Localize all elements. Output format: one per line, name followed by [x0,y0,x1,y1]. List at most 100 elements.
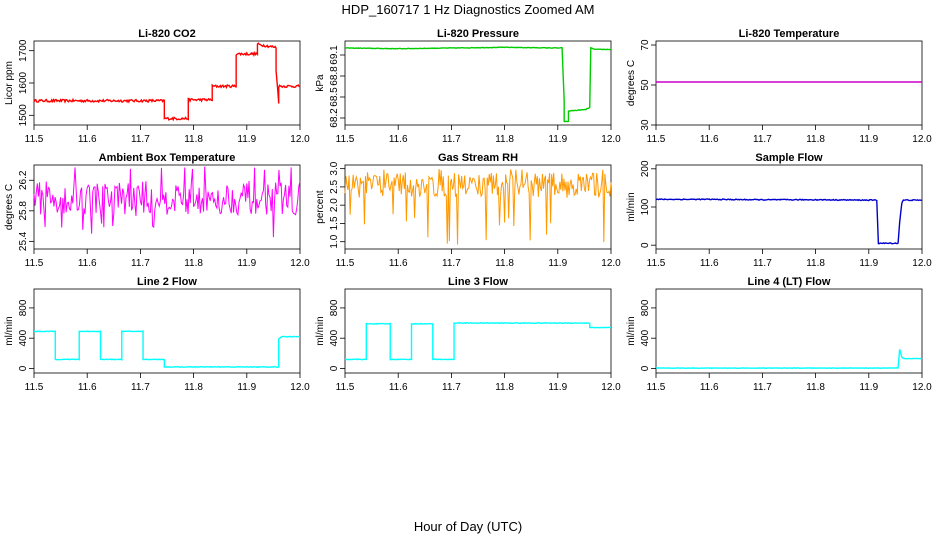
x-tick-label: 11.8 [495,258,514,269]
x-tick-label: 11.7 [753,134,772,145]
x-tick-label: 12.0 [912,258,932,269]
plot-frame [344,288,612,374]
x-tick-label: 12.0 [601,134,621,145]
y-tick-label: 26.2 [18,170,29,190]
x-tick-label: 12.0 [601,382,621,393]
y-axis-label: ml/min [315,316,326,345]
panel-title: Gas Stream RH [438,152,518,164]
y-axis-label: ml/min [626,192,637,221]
x-tick-label: 12.0 [290,134,310,145]
y-tick-label: 30 [640,119,651,131]
y-axis-label: Licor ppm [4,61,15,105]
x-tick-label: 11.9 [237,134,256,145]
y-tick-label: 1.0 [329,234,340,248]
x-tick-label: 11.9 [548,134,567,145]
plot-frame [344,164,612,250]
panel-6: Line 2 Flow 11.5 11.6 11.7 11.8 11.9 12.0 0 400 8… [4,276,310,393]
y-tick-label: 200 [640,160,651,177]
x-tick-label: 11.5 [336,258,355,269]
x-tick-label: 11.9 [859,134,878,145]
x-tick-label: 12.0 [290,382,310,393]
x-tick-label: 11.9 [237,258,256,269]
x-tick-label: 11.5 [25,258,44,269]
figure-title: HDP_160717 1 Hz Diagnostics Zoomed AM [342,2,595,17]
plot-frame [655,164,923,250]
x-tick-label: 11.6 [78,258,97,269]
y-axis-label: ml/min [626,316,637,345]
x-tick-label: 11.6 [700,134,719,145]
y-tick-label: 400 [18,329,29,346]
series-line [33,42,301,122]
panel-title: Li-820 Temperature [739,28,840,40]
y-tick-label: 2.5 [329,180,340,194]
series-line [33,166,301,238]
y-tick-label: 25.4 [18,231,29,251]
panel-1: Li-820 Pressure 11.5 11.6 11.7 11.8 11.9 12.0 6… [315,28,621,145]
x-tick-label: 11.8 [806,134,825,145]
panel-title: Ambient Box Temperature [99,152,236,164]
x-tick-label: 11.7 [442,134,461,145]
panel-2: Li-820 Temperature 11.5 11.6 11.7 11.8 11.9 12… [626,28,932,145]
x-tick-label: 11.7 [442,382,461,393]
y-tick-label: 2.0 [329,198,340,212]
x-tick-label: 11.7 [131,134,150,145]
panel-title: Line 2 Flow [137,276,197,288]
panel-5: Sample Flow 11.5 11.6 11.7 11.8 11.9 12.0 0 100 2… [626,152,932,269]
panel-3: Ambient Box Temperature 11.5 11.6 11.7 11.8 1… [4,152,310,269]
x-tick-label: 12.0 [601,258,621,269]
y-tick-label: 68.5 [329,87,340,107]
panel-0: Li-820 CO2 11.5 11.6 11.7 11.8 11.9 12.0 1500 16… [4,28,310,145]
series-line [655,198,923,245]
y-tick-label: 70 [640,39,651,51]
x-tick-label: 11.7 [442,258,461,269]
x-tick-label: 11.5 [647,382,666,393]
series-line [655,349,923,370]
x-tick-label: 11.7 [753,258,772,269]
y-tick-label: 400 [329,329,340,346]
y-tick-label: 100 [640,198,651,215]
x-tick-label: 11.7 [753,382,772,393]
y-tick-label: 0 [18,365,29,371]
x-tick-label: 11.5 [25,134,44,145]
x-tick-label: 11.6 [78,382,97,393]
x-tick-label: 11.8 [184,134,203,145]
x-tick-label: 11.8 [495,382,514,393]
panel-title: Li-820 Pressure [437,28,519,40]
x-tick-label: 11.8 [806,258,825,269]
y-tick-label: 800 [18,299,29,316]
series-line [344,168,612,245]
y-tick-label: 0 [640,365,651,371]
x-tick-label: 11.5 [647,258,666,269]
y-tick-label: 50 [640,79,651,91]
y-axis-label: kPa [315,74,326,92]
plot-frame [344,40,612,126]
x-tick-label: 12.0 [912,382,932,393]
x-tick-label: 11.5 [336,134,355,145]
y-tick-label: 68.8 [329,66,340,86]
panel-4: Gas Stream RH 11.5 11.6 11.7 11.8 11.9 12.0 1.0… [315,152,621,269]
y-tick-label: 800 [640,299,651,316]
x-tick-label: 11.9 [859,258,878,269]
plot-frame [33,164,301,250]
y-tick-label: 3.0 [329,161,340,175]
y-tick-label: 25.8 [18,201,29,221]
figure-xlabel: Hour of Day (UTC) [414,519,522,534]
x-tick-label: 11.5 [336,382,355,393]
x-tick-label: 12.0 [290,258,310,269]
series-line [344,321,612,361]
panel-title: Li-820 CO2 [138,28,195,40]
y-axis-label: ml/min [4,316,15,345]
x-tick-label: 12.0 [912,134,932,145]
x-tick-label: 11.5 [647,134,666,145]
plot-frame [33,288,301,374]
y-tick-label: 800 [329,299,340,316]
x-tick-label: 11.9 [237,382,256,393]
y-tick-label: 1500 [18,104,29,127]
panel-title: Line 3 Flow [448,276,508,288]
y-axis-label: percent [315,190,326,224]
x-tick-label: 11.6 [700,382,719,393]
x-tick-label: 11.6 [78,134,97,145]
y-tick-label: 1.5 [329,216,340,230]
y-tick-label: 1700 [18,39,29,62]
